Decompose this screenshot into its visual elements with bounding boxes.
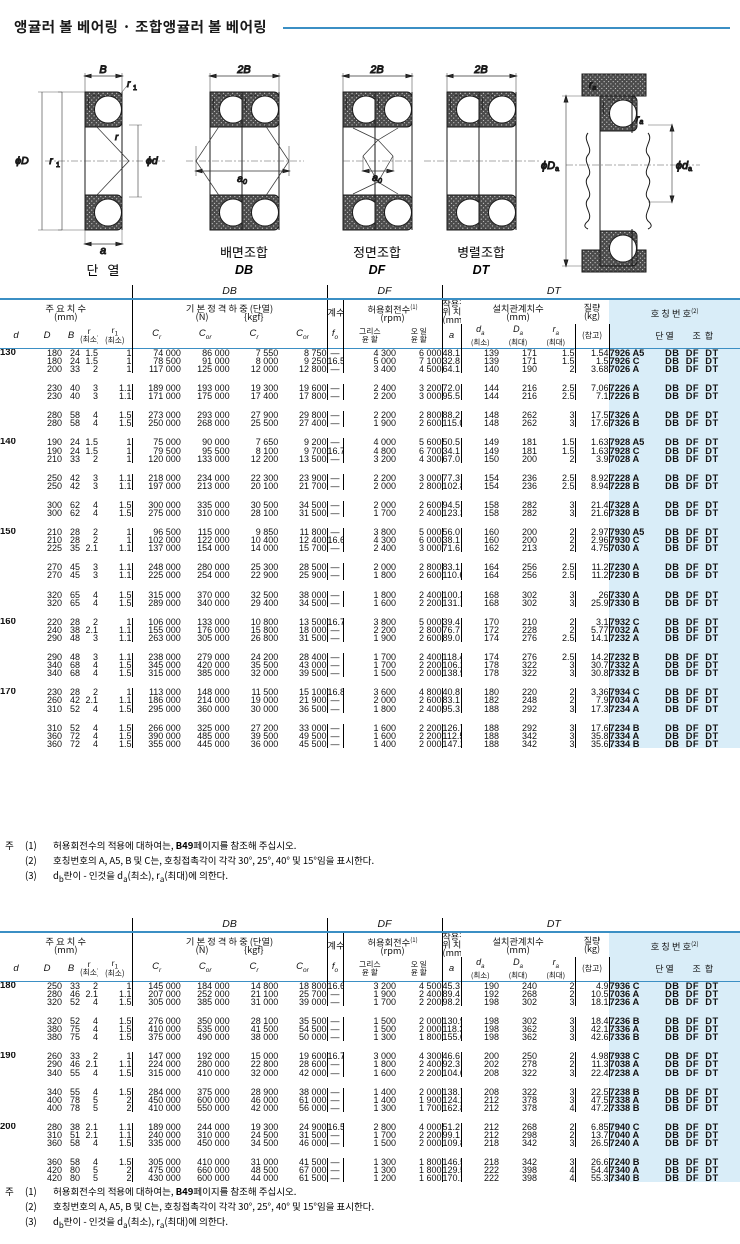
svg-text:a0: a0 (372, 172, 382, 185)
svg-text:배면조합: 배면조합 (220, 242, 268, 261)
svg-text:2B: 2B (236, 64, 250, 76)
svg-text:1: 1 (133, 85, 137, 92)
svg-text:ϕD: ϕD (15, 155, 29, 167)
svg-text:2B: 2B (473, 64, 487, 76)
svg-text:ϕd: ϕd (146, 155, 159, 167)
svg-text:ϕda: ϕda (676, 160, 692, 173)
svg-text:병렬조합: 병렬조합 (457, 242, 505, 261)
svg-text:1: 1 (56, 162, 60, 169)
svg-text:r: r (127, 79, 131, 90)
svg-text:단 열: 단 열 (87, 260, 120, 279)
svg-text:B: B (99, 64, 106, 76)
svg-text:2B: 2B (369, 64, 383, 76)
svg-text:ϕDa: ϕDa (541, 160, 559, 173)
svg-text:DT: DT (473, 263, 491, 277)
svg-text:DF: DF (369, 263, 386, 277)
svg-text:a: a (100, 245, 106, 257)
svg-text:a0: a0 (237, 173, 247, 186)
svg-text:정면조합: 정면조합 (353, 242, 401, 261)
svg-text:r: r (115, 132, 119, 143)
svg-text:ra: ra (636, 114, 643, 126)
svg-text:DB: DB (235, 263, 253, 277)
svg-text:r: r (49, 156, 53, 167)
